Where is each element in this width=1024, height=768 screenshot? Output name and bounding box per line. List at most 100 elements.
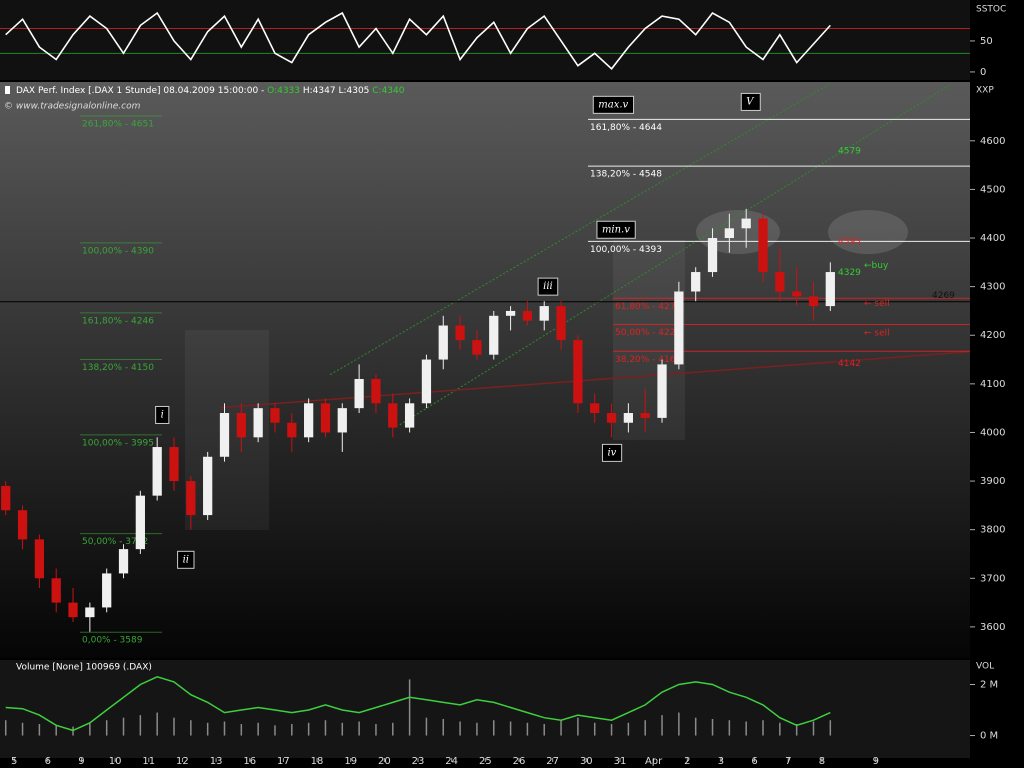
candle-body	[186, 481, 196, 516]
volume-bar	[526, 722, 529, 736]
candle-body	[674, 291, 684, 365]
candle-body	[203, 456, 213, 516]
volume-bar	[206, 722, 209, 736]
candle-body	[539, 306, 549, 321]
x-tick-label: 10	[109, 756, 122, 767]
wave-label: i	[161, 409, 164, 420]
volume-bar	[375, 724, 377, 736]
x-tick-label: 3	[718, 756, 724, 767]
volume-bar	[661, 715, 663, 736]
volume-bar	[156, 712, 158, 736]
volume-bar	[21, 722, 24, 736]
volume-bar	[425, 717, 428, 736]
candle-body	[1, 485, 11, 511]
volume-bar	[509, 721, 512, 736]
panel-volume	[0, 660, 970, 758]
volume-bar	[139, 715, 142, 736]
candle-body	[169, 447, 179, 482]
volume-bar	[493, 720, 495, 736]
candle-body	[623, 413, 634, 423]
y-tick-label: 4100	[980, 379, 1005, 390]
candle-body	[404, 403, 415, 428]
y-tick-label: 3900	[980, 476, 1005, 487]
y-tick-label: 2 M	[980, 680, 998, 691]
candle-body	[354, 378, 364, 409]
candle-body	[85, 607, 95, 618]
wave-box	[740, 92, 761, 111]
candle-body	[606, 413, 617, 423]
volume-bar	[341, 722, 344, 736]
fib-label: 61,80% - 4276	[615, 302, 681, 312]
y-tick-label: 50	[980, 36, 993, 47]
candle-body	[236, 413, 246, 438]
fib-label: 138,20% - 4548	[590, 170, 662, 180]
candle-body	[691, 272, 701, 292]
fib-label: 100,00% - 4390	[82, 246, 154, 256]
volume-bar	[459, 721, 461, 736]
x-tick-label: 19	[344, 756, 357, 767]
volume-bar	[173, 717, 175, 736]
y-tick-label: 4500	[980, 184, 1005, 195]
y-tick-label: 4300	[980, 282, 1005, 293]
volume-bar	[476, 722, 478, 736]
shade-box	[613, 240, 685, 440]
volume-bar	[257, 722, 259, 736]
candle-body	[287, 422, 297, 438]
candle-body	[590, 403, 600, 414]
x-tick-label: 23	[412, 756, 425, 767]
volume-bar	[89, 722, 91, 736]
candle-body	[472, 340, 482, 355]
volume-bar	[543, 724, 545, 736]
candle-body	[219, 413, 230, 457]
candle-body	[371, 378, 381, 404]
volume-bar	[442, 718, 445, 736]
x-tick-label: 25	[479, 756, 492, 767]
x-tick-label: 7	[785, 756, 791, 767]
candle-body	[304, 403, 314, 438]
candle-body	[438, 325, 448, 360]
panel-price	[0, 82, 970, 658]
wave-label: iv	[607, 447, 616, 458]
volume-bar	[728, 720, 731, 736]
volume-bar	[812, 721, 815, 736]
x-tick-label: 17	[277, 756, 290, 767]
y-tick-label: 4200	[980, 330, 1005, 341]
x-tick-label: 5	[11, 756, 17, 767]
volume-bar	[307, 722, 310, 736]
fib-label: 161,80% - 4246	[82, 316, 154, 326]
x-tick-label: 13	[210, 756, 223, 767]
y-tick-label: 0 M	[980, 731, 998, 742]
credit: © www.tradesignalonline.com	[4, 102, 141, 112]
x-tick-label: 9	[873, 756, 879, 767]
volume-bar	[408, 679, 411, 736]
candle-body	[522, 310, 533, 321]
wave-label: max.v	[598, 99, 628, 110]
x-tick-label: 26	[513, 756, 526, 767]
volume-bar	[324, 720, 327, 736]
x-tick-label: 2	[684, 756, 690, 767]
stoch-line	[5, 11, 831, 70]
volume-bar	[745, 721, 747, 736]
candle-body	[135, 495, 145, 550]
volume-bar	[795, 724, 798, 736]
candle-body	[640, 413, 650, 418]
candle-body	[505, 310, 516, 316]
y-tick-label: 4600	[980, 136, 1005, 147]
x-tick-label: 16	[243, 756, 256, 767]
x-tick-label: 6	[45, 756, 51, 767]
fib-label: 261,80% - 4651	[82, 120, 154, 130]
volume-bar	[223, 721, 226, 736]
candle-body	[573, 340, 583, 404]
candle-body	[724, 228, 734, 239]
volume-bar	[762, 720, 764, 736]
level-note: 4329	[838, 268, 861, 278]
fib-label: 50,00% - 4222	[615, 328, 681, 338]
volume-bar	[678, 712, 680, 736]
volume-bar	[829, 720, 832, 736]
candle-body	[741, 218, 751, 229]
header-part: O:4333	[267, 86, 300, 96]
axis-label: XXP	[976, 86, 994, 96]
candle-body	[337, 408, 347, 433]
wave-label: min.v	[602, 224, 630, 235]
